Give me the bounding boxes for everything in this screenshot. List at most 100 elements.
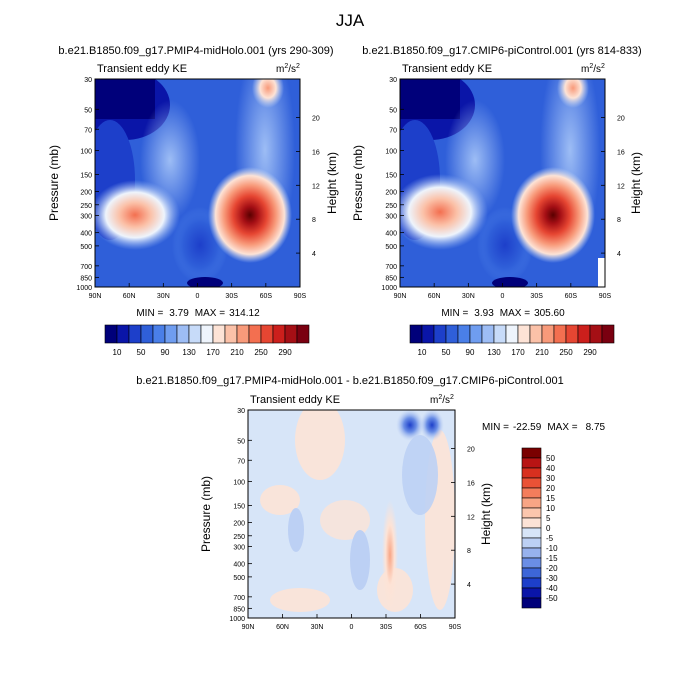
right-case-title: b.e21.B1850.f09_g17.CMIP6-piControl.001 … bbox=[362, 45, 641, 57]
left-ylabel-right: Height (km) bbox=[325, 152, 339, 214]
diff-colorbar-label: 40 bbox=[546, 464, 555, 473]
right-y-tick-label: 70 bbox=[389, 127, 397, 134]
left-colorbar-label: 290 bbox=[278, 348, 292, 357]
right-x-tick-label: 30N bbox=[462, 293, 475, 300]
right-y-tick-label: 50 bbox=[389, 107, 397, 114]
diff-yr-tick-label: 4 bbox=[467, 582, 471, 589]
right-yr-tick-label: 16 bbox=[617, 149, 625, 156]
diff-panel: Transient eddy KE m2/s2 3050701001502002… bbox=[199, 394, 606, 631]
diff-colorbar-cell bbox=[521, 457, 542, 469]
left-colorbar-cell bbox=[272, 324, 286, 344]
right-units-label: m2/s2 bbox=[581, 63, 605, 75]
right-colorbar-cell bbox=[481, 324, 495, 344]
diff-colorbar-label: 0 bbox=[546, 524, 551, 533]
diff-colorbar-cell bbox=[521, 517, 542, 529]
diff-colorbar-cell bbox=[521, 557, 542, 569]
right-x-tick-label: 90N bbox=[394, 293, 407, 300]
diff-colorbar-label: 20 bbox=[546, 484, 555, 493]
diff-y-tick-label: 30 bbox=[237, 408, 245, 415]
left-field bbox=[95, 79, 300, 287]
diff-colorbar-cell bbox=[521, 537, 542, 549]
left-y-tick-label: 700 bbox=[80, 264, 92, 271]
diff-ylabel: Pressure (mb) bbox=[199, 476, 213, 552]
right-colorbar bbox=[409, 324, 615, 344]
left-yr-tick-label: 4 bbox=[312, 251, 316, 258]
left-x-tick-label: 60N bbox=[123, 293, 136, 300]
diff-y-tick-label: 200 bbox=[233, 521, 245, 528]
left-colorbar-cell bbox=[116, 324, 130, 344]
diff-colorbar-label: -40 bbox=[546, 584, 558, 593]
right-y-tick-label: 300 bbox=[385, 214, 397, 221]
left-x-ticks: 90N 60N 30N 0 30S 60S 90S bbox=[89, 283, 307, 300]
diff-ylabel-right: Height (km) bbox=[479, 483, 493, 545]
diff-colorbar-cell bbox=[521, 487, 542, 499]
left-y-tick-label: 300 bbox=[80, 214, 92, 221]
left-colorbar-label: 210 bbox=[230, 348, 244, 357]
diff-colorbar-cell bbox=[521, 587, 542, 599]
right-colorbar-cell bbox=[433, 324, 447, 344]
right-colorbar-label: 90 bbox=[466, 348, 475, 357]
right-y-tick-label: 700 bbox=[385, 264, 397, 271]
right-yr-tick-label: 12 bbox=[617, 183, 625, 190]
left-y-tick-label: 500 bbox=[80, 244, 92, 251]
right-y-ticks: 30 50 70 100 150 200 250 300 400 500 700 850 1000 bbox=[381, 77, 404, 292]
right-colorbar-cell bbox=[541, 324, 555, 344]
right-x-tick-label: 60S bbox=[565, 293, 578, 300]
diff-colorbar bbox=[521, 447, 542, 609]
left-panel-title: Transient eddy KE bbox=[97, 63, 187, 75]
left-colorbar-cell bbox=[236, 324, 250, 344]
diff-colorbar-cell bbox=[521, 467, 542, 479]
right-yr-tick-label: 4 bbox=[617, 251, 621, 258]
diff-x-tick-label: 30N bbox=[311, 624, 324, 631]
left-units-label: m2/s2 bbox=[276, 63, 300, 75]
right-colorbar-cell bbox=[553, 324, 567, 344]
left-x-tick-label: 90S bbox=[294, 293, 307, 300]
right-colorbar-label: 290 bbox=[583, 348, 597, 357]
diff-y-tick-label: 50 bbox=[237, 438, 245, 445]
diff-y-tick-label: 850 bbox=[233, 606, 245, 613]
right-colorbar-cell bbox=[517, 324, 531, 344]
right-y-tick-label: 850 bbox=[385, 275, 397, 282]
right-x-tick-label: 30S bbox=[530, 293, 543, 300]
right-x-ticks: 90N 60N 30N 0 30S 60S 90S bbox=[394, 283, 612, 300]
diff-colorbar-cell bbox=[521, 547, 542, 559]
left-colorbar-label: 130 bbox=[182, 348, 196, 357]
diff-yr-tick-label: 12 bbox=[467, 514, 475, 521]
right-panel: Transient eddy KE m2/s2 3050701001502002… bbox=[351, 63, 643, 357]
left-y-tick-label: 850 bbox=[80, 275, 92, 282]
right-y-tick-label: 100 bbox=[385, 148, 397, 155]
right-x-tick-label: 90S bbox=[599, 293, 612, 300]
right-colorbar-label: 10 bbox=[418, 348, 427, 357]
left-colorbar-cell bbox=[188, 324, 202, 344]
right-colorbar-cell bbox=[601, 324, 615, 344]
diff-colorbar-label: 5 bbox=[546, 514, 551, 523]
left-y-tick-label: 400 bbox=[80, 231, 92, 238]
left-colorbar-cell bbox=[224, 324, 238, 344]
left-y-tick-label: 100 bbox=[80, 148, 92, 155]
right-colorbar-labels: 10 50 90 130 170 210 250 290 bbox=[418, 348, 598, 357]
left-colorbar-label: 90 bbox=[161, 348, 170, 357]
right-field bbox=[400, 79, 605, 287]
left-x-tick-label: 30N bbox=[157, 293, 170, 300]
right-y-tick-label: 150 bbox=[385, 172, 397, 179]
left-y-tick-label: 30 bbox=[84, 77, 92, 84]
diff-yr-ticks: 20 16 12 8 4 bbox=[451, 447, 475, 589]
diff-x-tick-label: 90S bbox=[449, 624, 462, 631]
right-y-tick-label: 30 bbox=[389, 77, 397, 84]
right-yr-ticks: 20 16 12 8 4 bbox=[601, 116, 625, 258]
diff-colorbar-cell bbox=[521, 597, 542, 609]
diff-x-tick-label: 0 bbox=[350, 624, 354, 631]
diff-colorbar-label: -20 bbox=[546, 564, 558, 573]
right-stats: MIN = 3.93 MAX = 305.60 bbox=[441, 308, 565, 319]
right-y-tick-label: 400 bbox=[385, 231, 397, 238]
right-colorbar-cell bbox=[505, 324, 519, 344]
left-colorbar-cell bbox=[164, 324, 178, 344]
left-x-tick-label: 30S bbox=[225, 293, 238, 300]
left-yr-tick-label: 12 bbox=[312, 183, 320, 190]
diff-colorbar-cell bbox=[521, 567, 542, 579]
left-colorbar bbox=[104, 324, 310, 344]
right-colorbar-cell bbox=[529, 324, 543, 344]
diff-y-tick-label: 500 bbox=[233, 575, 245, 582]
diff-colorbar-label: -15 bbox=[546, 554, 558, 563]
